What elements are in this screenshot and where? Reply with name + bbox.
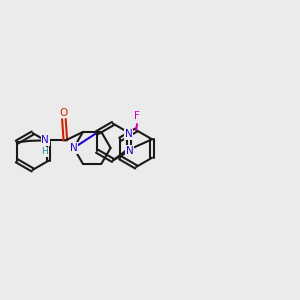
Text: O: O xyxy=(60,108,68,118)
Text: N: N xyxy=(126,146,134,156)
Text: N: N xyxy=(70,143,78,153)
Text: F: F xyxy=(134,111,140,121)
Text: H: H xyxy=(41,147,48,156)
Text: N: N xyxy=(125,129,133,139)
Text: N: N xyxy=(41,136,49,146)
